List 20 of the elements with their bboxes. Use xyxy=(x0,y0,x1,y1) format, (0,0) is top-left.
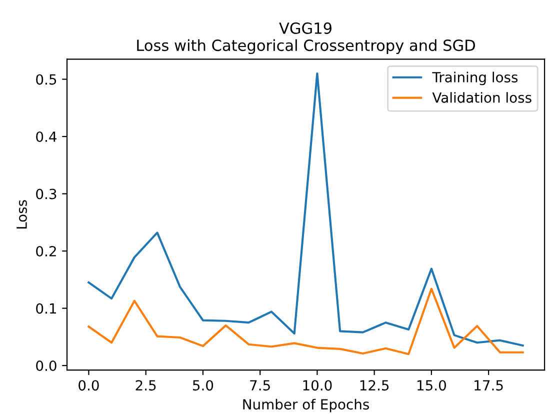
y-tick-label: 0.3 xyxy=(36,188,56,200)
y-tick-label: 0.1 xyxy=(36,303,56,314)
x-tick-label: 0.0 xyxy=(78,380,99,391)
y-axis-title: Loss xyxy=(16,200,27,229)
x-tick-label: 7.5 xyxy=(250,380,270,391)
x-tick-label: 5.0 xyxy=(192,380,214,391)
y-tick-label: 0.0 xyxy=(36,360,56,372)
x-tick-label: 15.0 xyxy=(418,380,446,391)
legend-label: Validation loss xyxy=(432,92,532,103)
y-tick-label: 0.5 xyxy=(36,74,56,85)
legend-label: Training loss xyxy=(432,72,518,86)
y-tick-label: 0.4 xyxy=(36,131,57,142)
x-axis-title: Number of Epochs xyxy=(243,398,369,412)
chart-title: VGG19 Loss with Categorical Crossentropy and SGD xyxy=(137,22,475,54)
x-tick-label: 10.0 xyxy=(303,380,332,391)
x-tick-label: 17.5 xyxy=(474,380,503,391)
line-series xyxy=(88,288,524,356)
x-tick-label: 2.5 xyxy=(136,380,156,391)
y-tick-label: 0.2 xyxy=(36,246,56,256)
x-tick-label: 12.5 xyxy=(360,380,389,391)
